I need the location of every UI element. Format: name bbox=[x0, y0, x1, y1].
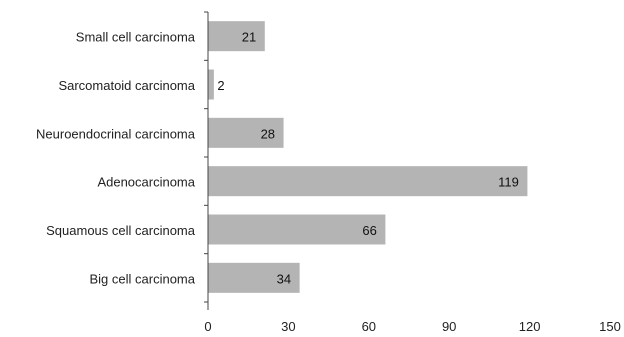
category-labels-layer: Small cell carcinoma Sarcomatoid carcinom… bbox=[36, 30, 196, 287]
data-label-5: 34 bbox=[277, 271, 291, 286]
bar-2 bbox=[208, 117, 284, 148]
data-label-4: 66 bbox=[362, 223, 376, 238]
bar-3 bbox=[208, 166, 528, 197]
category-label-5: Big cell carcinoma bbox=[90, 271, 196, 286]
data-label-3: 119 bbox=[498, 175, 519, 190]
x-tick-label-0: 0 bbox=[204, 319, 211, 334]
category-label-0: Small cell carcinoma bbox=[76, 30, 196, 45]
bar-1 bbox=[208, 69, 214, 100]
bars-layer: 21 2 28 119 66 34 bbox=[208, 21, 528, 293]
data-label-0: 21 bbox=[242, 30, 256, 45]
data-label-2: 28 bbox=[261, 126, 275, 141]
category-label-3: Adenocarcinoma bbox=[97, 175, 195, 190]
x-tick-label-3: 90 bbox=[442, 319, 456, 334]
category-label-4: Squamous cell carcinoma bbox=[46, 223, 196, 238]
data-label-1: 2 bbox=[217, 78, 224, 93]
x-tick-label-4: 120 bbox=[519, 319, 541, 334]
category-label-2: Neuroendocrinal carcinoma bbox=[36, 126, 196, 141]
x-tick-label-2: 60 bbox=[362, 319, 376, 334]
axes-layer: 0 30 60 90 120 150 bbox=[204, 11, 621, 334]
bar-0 bbox=[208, 21, 265, 52]
bar-4 bbox=[208, 214, 386, 245]
x-tick-label-1: 30 bbox=[281, 319, 295, 334]
category-label-1: Sarcomatoid carcinoma bbox=[58, 78, 195, 93]
x-tick-label-5: 150 bbox=[599, 319, 621, 334]
bar-5 bbox=[208, 262, 300, 293]
